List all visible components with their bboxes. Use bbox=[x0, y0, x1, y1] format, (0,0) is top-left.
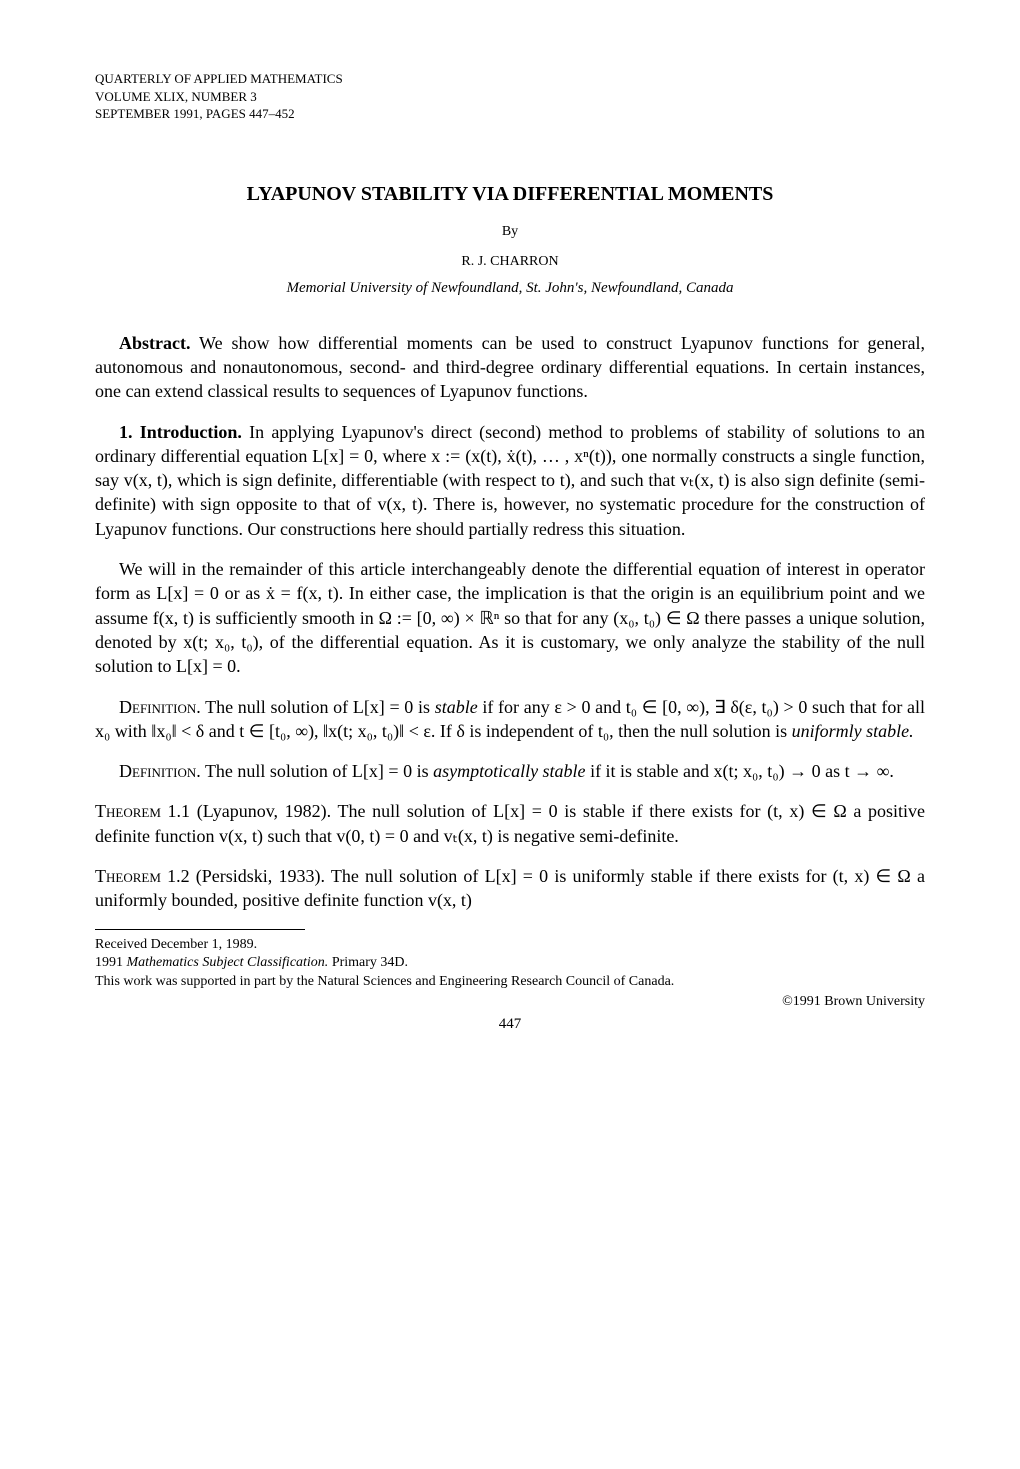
definition-asymptotic: Definition. The null solution of L[x] = … bbox=[95, 759, 925, 783]
def1-term-uniformly-stable: uniformly stable. bbox=[792, 721, 914, 741]
paper-title: LYAPUNOV STABILITY VIA DIFFERENTIAL MOME… bbox=[95, 183, 925, 206]
theorem-1-1: Theorem 1.1 (Lyapunov, 1982). The null s… bbox=[95, 799, 925, 848]
author-name: R. J. CHARRON bbox=[95, 254, 925, 270]
affiliation: Memorial University of Newfoundland, St.… bbox=[95, 280, 925, 297]
abstract-paragraph: Abstract. We show how differential momen… bbox=[95, 331, 925, 404]
def1-text-a: The null solution of L[x] = 0 is bbox=[201, 697, 435, 717]
footnote-rule bbox=[95, 929, 305, 930]
definition-label: Definition. bbox=[119, 697, 201, 717]
intro-paragraph-1: 1. Introduction. In applying Lyapunov's … bbox=[95, 420, 925, 541]
msc-label: Mathematics Subject Classification. bbox=[127, 955, 329, 970]
paper-page: QUARTERLY OF APPLIED MATHEMATICS VOLUME … bbox=[0, 0, 1020, 1469]
section-label: 1. Introduction. bbox=[119, 422, 242, 442]
def1-term-stable: stable bbox=[435, 697, 478, 717]
theorem-1-1-text: 1.1 (Lyapunov, 1982). The null solution … bbox=[95, 801, 925, 845]
by-label: By bbox=[95, 224, 925, 240]
date-pages: SEPTEMBER 1991, PAGES 447–452 bbox=[95, 105, 925, 123]
def2-text-b: if it is stable and x(t; x₀, t₀) → 0 as … bbox=[586, 761, 894, 781]
theorem-1-2: Theorem 1.2 (Persidski, 1933). The null … bbox=[95, 864, 925, 913]
footnote-support: This work was supported in part by the N… bbox=[95, 973, 925, 992]
msc-primary: Primary 34D. bbox=[328, 955, 408, 970]
theorem-1-2-text: 1.2 (Persidski, 1933). The null solution… bbox=[95, 866, 925, 910]
footnote-received: Received December 1, 1989. bbox=[95, 936, 925, 955]
def2-text-a: The null solution of L[x] = 0 is bbox=[201, 761, 433, 781]
volume-info: VOLUME XLIX, NUMBER 3 bbox=[95, 88, 925, 106]
journal-name: QUARTERLY OF APPLIED MATHEMATICS bbox=[95, 70, 925, 88]
footnote-msc: 1991 Mathematics Subject Classification.… bbox=[95, 954, 925, 973]
abstract-label: Abstract. bbox=[119, 333, 190, 353]
theorem-label: Theorem bbox=[95, 801, 161, 821]
definition-label: Definition. bbox=[119, 761, 201, 781]
theorem-label: Theorem bbox=[95, 866, 161, 886]
definition-stable: Definition. The null solution of L[x] = … bbox=[95, 695, 925, 744]
running-header: QUARTERLY OF APPLIED MATHEMATICS VOLUME … bbox=[95, 70, 925, 123]
def2-term: asymptotically stable bbox=[433, 761, 585, 781]
copyright-line: ©1991 Brown University bbox=[95, 994, 925, 1010]
intro-paragraph-2: We will in the remainder of this article… bbox=[95, 557, 925, 678]
page-number: 447 bbox=[95, 1016, 925, 1033]
abstract-text: We show how differential moments can be … bbox=[95, 333, 925, 402]
msc-year: 1991 bbox=[95, 955, 127, 970]
